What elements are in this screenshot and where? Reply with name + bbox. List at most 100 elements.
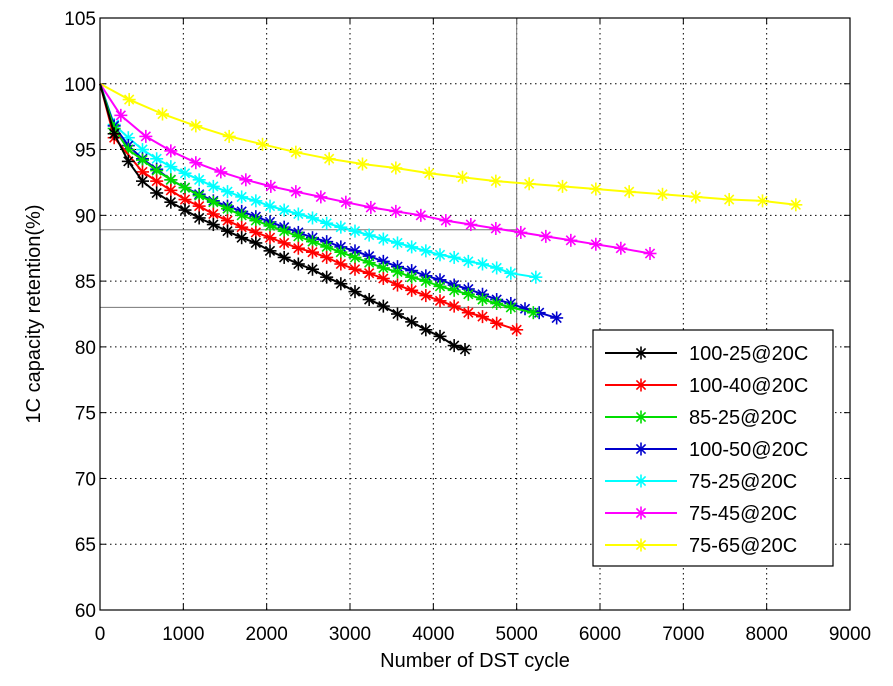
data-point — [235, 208, 249, 222]
y-tick-label: 105 — [64, 9, 96, 30]
data-point — [121, 154, 135, 168]
data-point — [150, 174, 164, 188]
data-point — [136, 143, 149, 157]
data-point — [476, 310, 489, 324]
data-point — [490, 261, 504, 275]
data-point — [136, 174, 149, 188]
data-point — [264, 179, 278, 193]
legend-label: 100-50@20C — [689, 439, 808, 461]
data-point — [164, 183, 178, 197]
data-point — [391, 236, 404, 250]
plot-frame — [99, 17, 851, 611]
data-point — [256, 137, 269, 151]
data-point — [447, 339, 461, 353]
data-point — [322, 152, 336, 166]
series-line — [99, 83, 466, 351]
data-point — [433, 329, 447, 343]
legend-label: 100-25@20C — [689, 343, 808, 365]
data-point — [277, 203, 291, 217]
series-100-40@20C — [99, 83, 524, 337]
data-point — [526, 306, 540, 320]
data-point — [529, 270, 543, 284]
data-point — [192, 173, 206, 187]
data-point — [150, 152, 164, 166]
series-75-45@20C — [99, 83, 657, 260]
data-point — [405, 283, 419, 297]
data-point — [277, 224, 291, 238]
data-point — [277, 236, 291, 250]
data-point — [249, 194, 263, 208]
data-point — [564, 233, 578, 247]
x-tick-label: 3000 — [329, 624, 371, 645]
data-point — [510, 323, 524, 337]
data-point — [150, 186, 164, 200]
data-point — [389, 204, 403, 218]
data-point — [222, 129, 236, 143]
legend-item: 75-45@20C — [605, 503, 797, 525]
data-point — [192, 199, 206, 213]
data-point — [235, 231, 249, 245]
data-point — [348, 250, 362, 264]
data-point — [277, 250, 291, 264]
data-point — [461, 254, 475, 268]
data-point — [320, 250, 334, 264]
data-point — [490, 316, 504, 330]
data-point — [156, 107, 169, 121]
legend-item: 100-40@20C — [605, 375, 808, 397]
data-point — [522, 177, 536, 191]
data-point — [320, 216, 334, 230]
x-tick-label: 2000 — [246, 624, 288, 645]
data-point — [456, 170, 469, 184]
data-point — [364, 200, 378, 214]
data-point — [122, 93, 136, 107]
x-tick-label: 9000 — [829, 624, 871, 645]
y-axis-label: 1C capacity retention(%) — [23, 205, 45, 424]
data-point — [334, 257, 348, 271]
data-point — [356, 157, 369, 171]
data-point — [376, 271, 390, 285]
data-point — [221, 224, 234, 238]
data-point — [622, 185, 636, 199]
series-75-25@20C — [99, 83, 543, 284]
data-point — [391, 265, 404, 279]
x-tick-label: 1000 — [162, 624, 204, 645]
x-axis-label: Number of DST cycle — [380, 650, 570, 672]
data-point — [589, 182, 603, 196]
data-point — [643, 246, 657, 260]
data-point — [419, 289, 433, 303]
data-point — [291, 241, 305, 255]
data-point — [634, 378, 648, 392]
x-tick-label: 5000 — [496, 624, 538, 645]
data-point — [314, 190, 328, 204]
legend-label: 85-25@20C — [689, 407, 797, 429]
x-tick-label: 7000 — [662, 624, 704, 645]
data-point — [362, 293, 376, 307]
data-point — [348, 262, 362, 276]
data-point — [164, 195, 178, 209]
x-tick-label: 4000 — [412, 624, 454, 645]
data-point — [206, 218, 220, 232]
y-tick-label: 85 — [75, 272, 96, 293]
legend: 100-25@20C 100-40@20C 85-25@20C 100-50@20C 7… — [592, 329, 834, 567]
data-point — [320, 270, 334, 284]
legend-label: 100-40@20C — [689, 375, 808, 397]
series-line — [99, 82, 796, 206]
legend-label: 75-45@20C — [689, 503, 797, 525]
x-tick-label: 8000 — [746, 624, 788, 645]
data-point — [689, 190, 703, 204]
data-point — [249, 236, 263, 250]
series-85-25@20C — [99, 83, 540, 320]
data-point — [419, 323, 433, 337]
data-point — [489, 221, 503, 235]
y-tick-label: 100 — [64, 75, 96, 96]
data-point — [556, 179, 569, 193]
data-point — [634, 346, 648, 360]
legend-item: 100-25@20C — [605, 343, 808, 365]
data-point — [756, 194, 769, 208]
data-point — [178, 203, 192, 217]
data-point — [376, 299, 390, 313]
data-point — [114, 108, 128, 122]
data-point — [634, 538, 648, 552]
legend-item: 75-25@20C — [605, 471, 797, 493]
data-point — [439, 214, 453, 228]
